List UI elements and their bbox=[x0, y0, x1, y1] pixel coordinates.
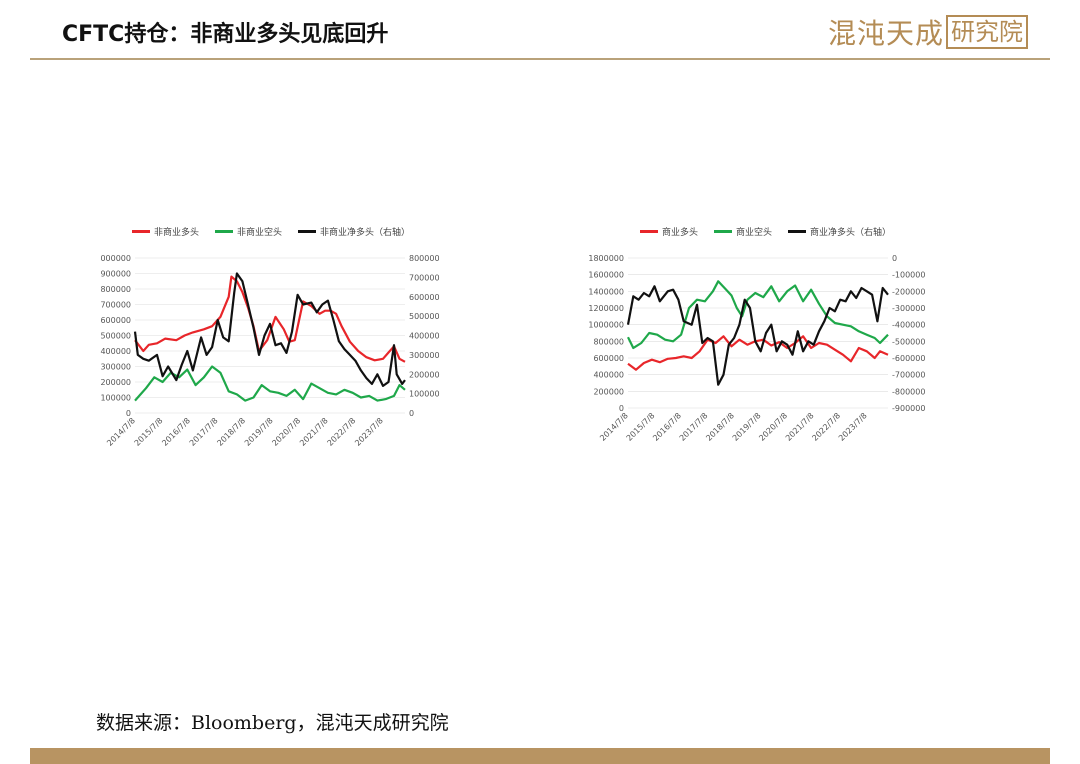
chart-svg: 0 200000 400000 600000 800000 1000000 1200000 1… bbox=[588, 254, 925, 443]
series-line bbox=[626, 285, 889, 386]
x-tick-label: 2021/7/8 bbox=[298, 416, 330, 448]
y-left-tick-label: 100000 bbox=[100, 394, 131, 403]
series-line bbox=[627, 335, 889, 371]
y-right-tick-label: -600000 bbox=[892, 354, 925, 363]
y-left-tick-label: 500000 bbox=[100, 332, 131, 341]
legend-swatch bbox=[215, 230, 234, 233]
y-left-tick-label: 900000 bbox=[100, 270, 131, 279]
chart-legend: 非商业多头 非商业空头 非商业净多头（右轴） bbox=[132, 225, 410, 238]
y-left-tick-label: 1600000 bbox=[588, 271, 624, 280]
y-left-tick-label: 200000 bbox=[593, 387, 624, 396]
series-line bbox=[133, 272, 406, 387]
y-right-tick-label: -700000 bbox=[892, 371, 925, 380]
series-line bbox=[134, 275, 406, 363]
legend-label: 商业多头 bbox=[662, 228, 699, 238]
legend-item: 商业多头 bbox=[640, 225, 698, 238]
legend-swatch bbox=[714, 230, 733, 233]
y-left-tick-label: 400000 bbox=[100, 347, 131, 356]
x-tick-label: 2023/7/8 bbox=[837, 411, 869, 443]
legend-swatch bbox=[132, 230, 150, 233]
y-left-tick-label: 800000 bbox=[100, 285, 131, 294]
y-left-tick-label: 300000 bbox=[100, 363, 131, 372]
y-right-tick-label: -300000 bbox=[892, 304, 925, 313]
y-right-tick-label: 800000 bbox=[409, 254, 440, 263]
footer-bar bbox=[30, 748, 1050, 764]
y-left-tick-label: 0 bbox=[126, 409, 131, 418]
x-tick-label: 2014/7/8 bbox=[105, 416, 137, 448]
y-right-tick-label: -800000 bbox=[892, 387, 925, 396]
legend-label: 非商业多头 bbox=[154, 228, 200, 238]
x-tick-label: 2022/7/8 bbox=[326, 416, 358, 448]
y-right-tick-label: 700000 bbox=[409, 273, 440, 282]
y-right-tick-label: -500000 bbox=[892, 337, 925, 346]
y-right-tick-label: 400000 bbox=[409, 332, 440, 341]
y-left-tick-label: 600000 bbox=[593, 354, 624, 363]
x-tick-label: 2018/7/8 bbox=[215, 416, 247, 448]
y-left-tick-label: 0 bbox=[619, 404, 624, 413]
x-tick-label: 2020/7/8 bbox=[270, 416, 302, 448]
y-right-tick-label: 500000 bbox=[409, 312, 440, 321]
chart-legend: 商业多头 商业空头 商业净多头（右轴） bbox=[640, 225, 891, 238]
y-left-tick-label: 1200000 bbox=[588, 304, 624, 313]
legend-swatch bbox=[298, 230, 317, 233]
chart-noncommercial-positions: 非商业多头 非商业空头 非商业净多头（右轴） 0 100000 200000 300000… bbox=[100, 225, 500, 465]
y-left-tick-label: 700000 bbox=[100, 301, 131, 310]
page-title: CFTC持仓：非商业多头见底回升 bbox=[62, 22, 389, 47]
header-divider bbox=[30, 58, 1050, 60]
series-line bbox=[134, 365, 406, 402]
legend-label: 商业空头 bbox=[736, 228, 773, 238]
legend-label: 商业净多头（右轴） bbox=[810, 228, 892, 238]
legend-item: 非商业空头 bbox=[215, 225, 282, 238]
chart-svg: 0 100000 200000 300000 400000 500000 600000 700… bbox=[100, 254, 440, 448]
chart-commercial-positions: 商业多头 商业空头 商业净多头（右轴） 0 200000 400000 600000 800… bbox=[578, 225, 978, 465]
legend-item: 非商业净多头（右轴） bbox=[298, 225, 410, 238]
y-right-tick-label: 0 bbox=[892, 254, 897, 263]
y-right-tick-label: -200000 bbox=[892, 287, 925, 296]
y-left-tick-label: 400000 bbox=[593, 371, 624, 380]
y-left-tick-label: 200000 bbox=[100, 378, 131, 387]
y-left-tick-label: 800000 bbox=[593, 337, 624, 346]
y-left-tick-label: 1000000 bbox=[100, 254, 131, 263]
x-tick-label: 2019/7/8 bbox=[243, 416, 275, 448]
y-right-tick-label: 200000 bbox=[409, 370, 440, 379]
y-right-tick-label: 600000 bbox=[409, 293, 440, 302]
legend-label: 非商业净多头（右轴） bbox=[320, 228, 411, 238]
logo-box-text: 研究院 bbox=[946, 15, 1029, 49]
legend-swatch bbox=[640, 230, 658, 233]
y-right-tick-label: 0 bbox=[409, 409, 414, 418]
y-left-tick-label: 1000000 bbox=[588, 321, 624, 330]
source-note: 数据来源：Bloomberg，混沌天成研究院 bbox=[96, 712, 449, 734]
y-left-tick-label: 1400000 bbox=[588, 287, 624, 296]
y-left-tick-label: 600000 bbox=[100, 316, 131, 325]
y-right-tick-label: 300000 bbox=[409, 351, 440, 360]
logo-script-text: 混沌天成 bbox=[828, 17, 945, 50]
brand-logo: 混沌天成 研究院 bbox=[828, 12, 1029, 52]
x-tick-label: 2016/7/8 bbox=[160, 416, 192, 448]
legend-label: 非商业空头 bbox=[237, 228, 283, 238]
y-right-tick-label: 100000 bbox=[409, 390, 440, 399]
legend-item: 商业净多头（右轴） bbox=[788, 225, 891, 238]
series-line bbox=[627, 280, 889, 350]
y-right-tick-label: -400000 bbox=[892, 321, 925, 330]
x-tick-label: 2015/7/8 bbox=[133, 416, 165, 448]
legend-swatch bbox=[788, 230, 807, 233]
y-right-tick-label: -900000 bbox=[892, 404, 925, 413]
legend-item: 非商业多头 bbox=[132, 225, 199, 238]
legend-item: 商业空头 bbox=[714, 225, 772, 238]
y-right-tick-label: -100000 bbox=[892, 271, 925, 280]
x-tick-label: 2023/7/8 bbox=[353, 416, 385, 448]
x-tick-label: 2017/7/8 bbox=[188, 416, 220, 448]
y-left-tick-label: 1800000 bbox=[588, 254, 624, 263]
